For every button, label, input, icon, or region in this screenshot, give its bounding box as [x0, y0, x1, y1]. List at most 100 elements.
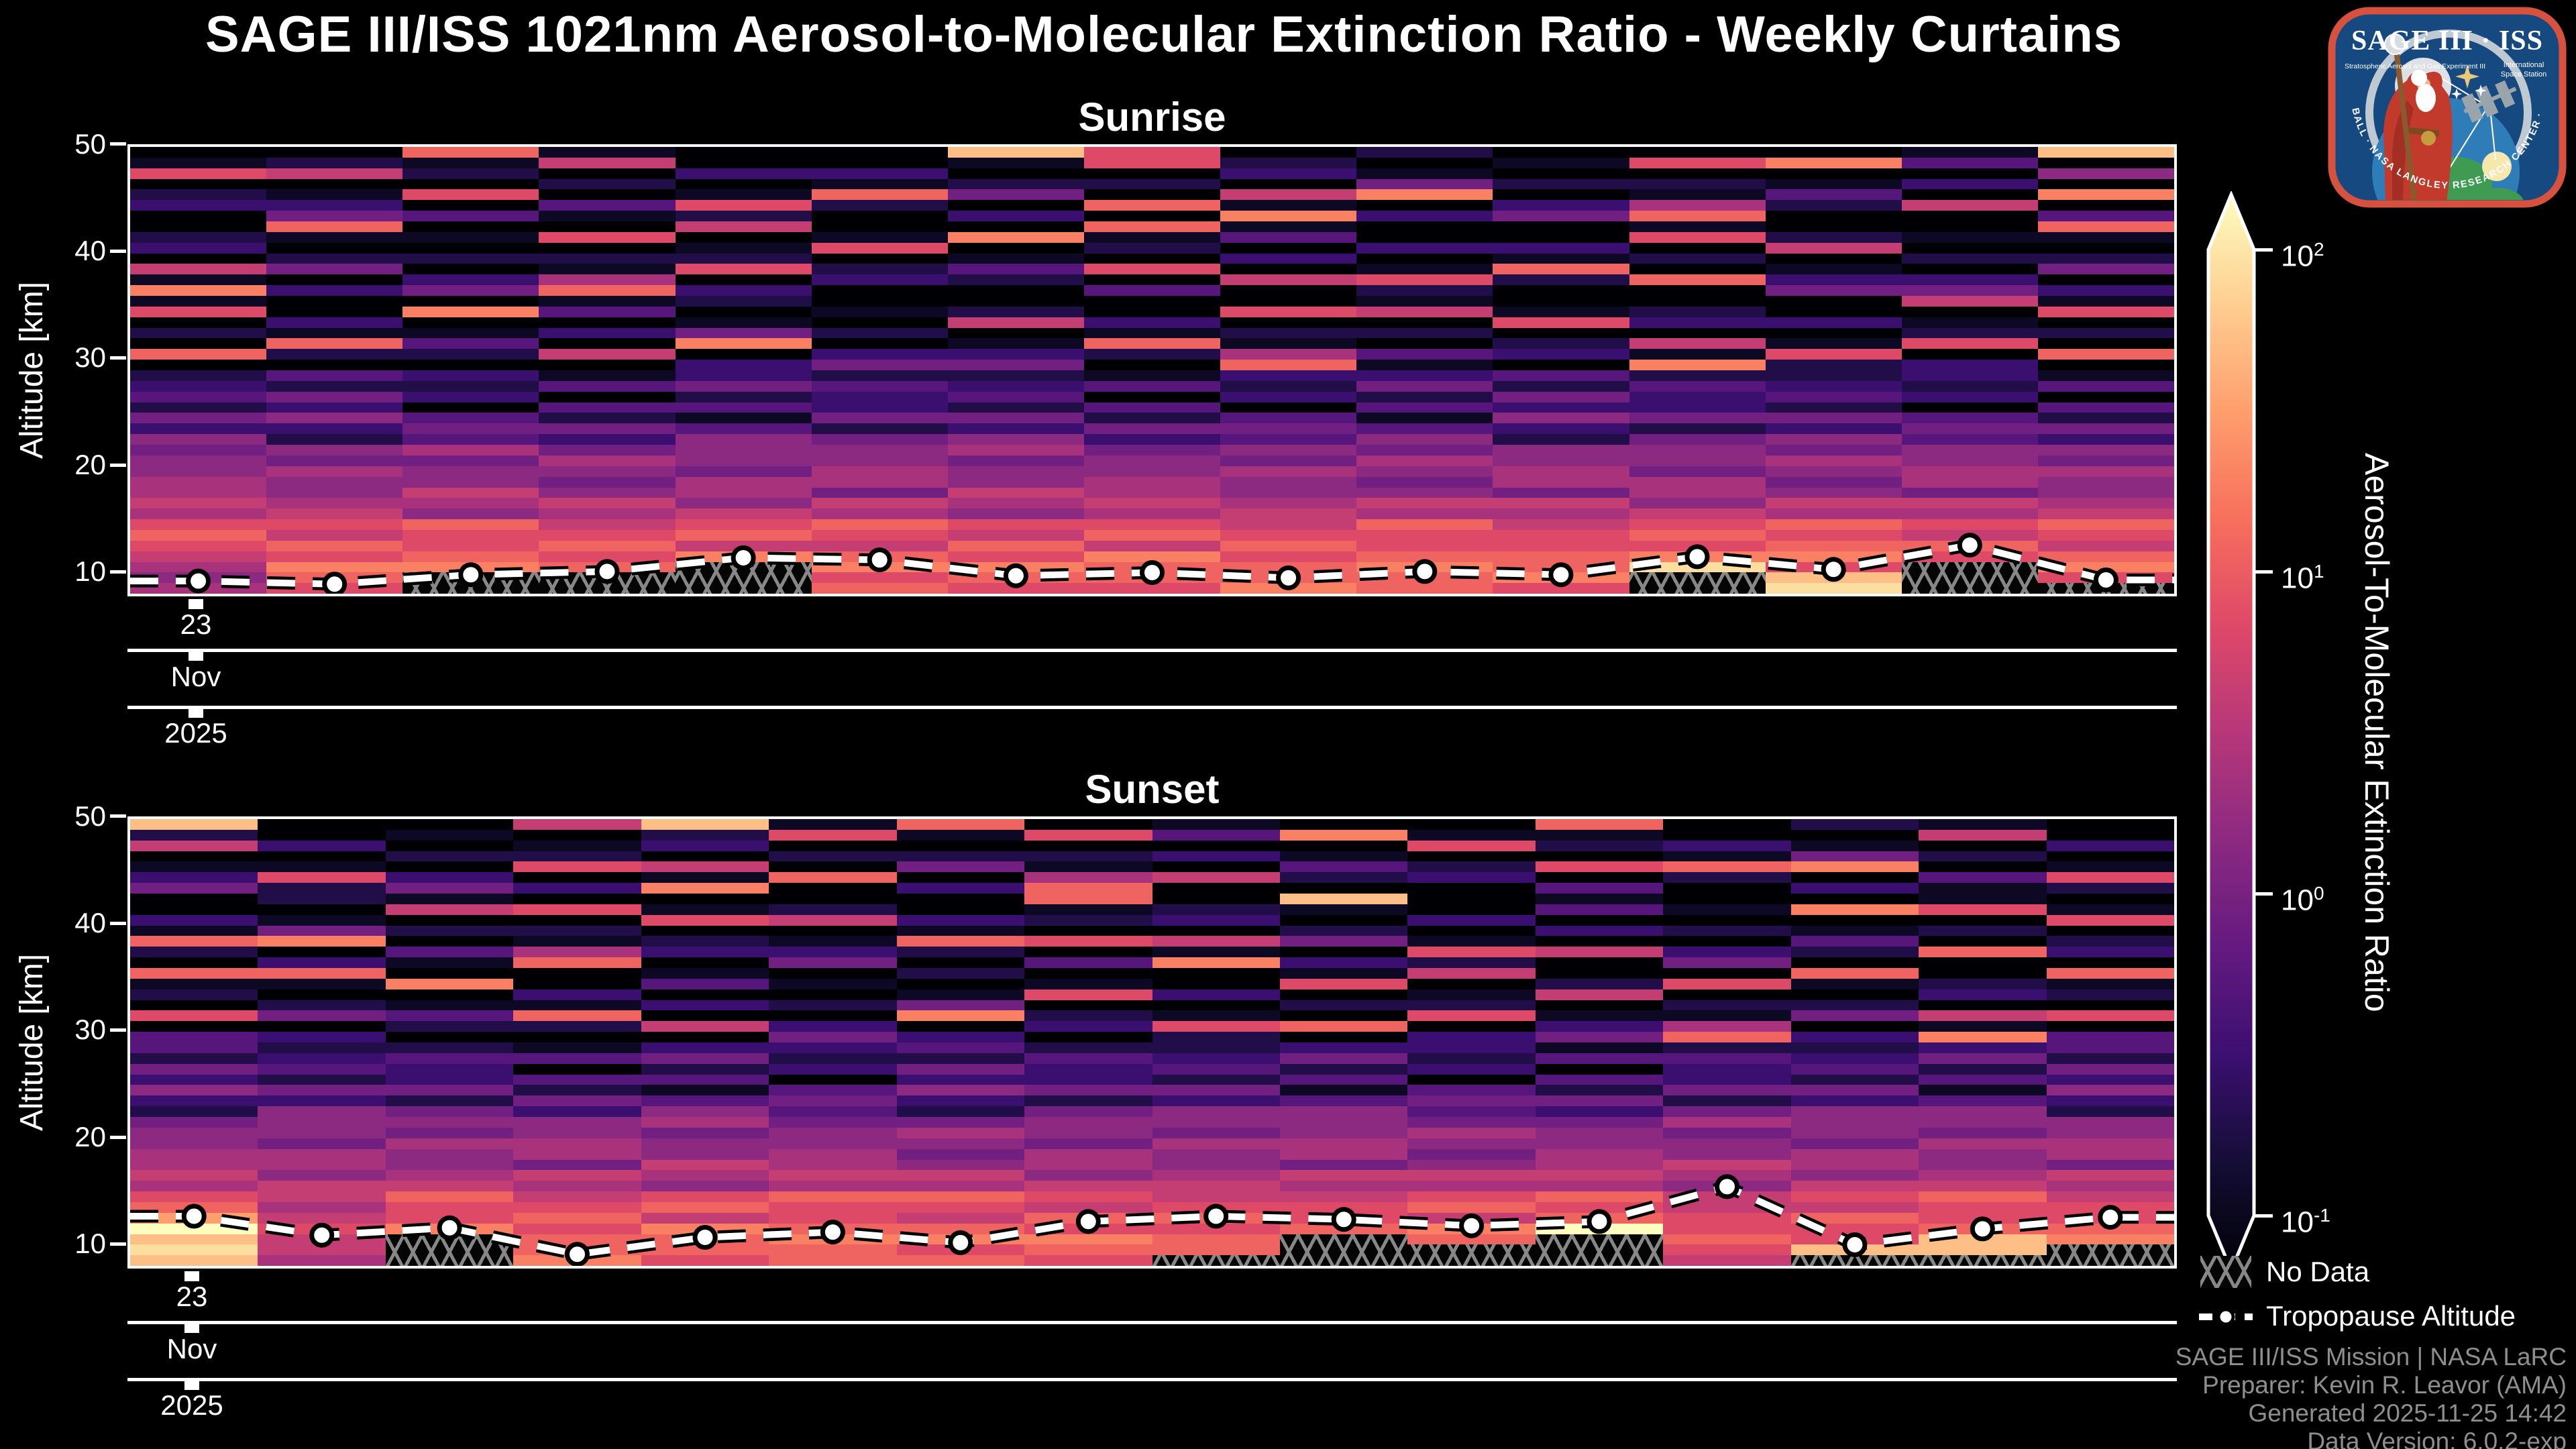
heatmap-cell: [258, 978, 386, 989]
heatmap-cell: [130, 1117, 258, 1128]
y-tickmark: [110, 250, 126, 253]
heatmap-cell: [130, 306, 267, 317]
heatmap-cell: [675, 423, 812, 435]
heatmap-cell: [896, 968, 1025, 979]
heatmap-cell: [1663, 840, 1791, 851]
heatmap-cell: [769, 1074, 897, 1085]
heatmap-cell: [811, 253, 948, 264]
heatmap-cell: [402, 285, 539, 297]
colorbar-tickmark: [2253, 1214, 2273, 1218]
heatmap-cell: [1279, 851, 1408, 862]
no-data-hatch: [1790, 1255, 1919, 1267]
tropopause-marker: [1715, 1174, 1739, 1199]
heatmap-cell: [385, 1170, 514, 1181]
heatmap-cell: [266, 147, 403, 158]
heatmap-cell: [1493, 583, 1629, 594]
heatmap-cell: [266, 551, 403, 562]
heatmap-cell: [1790, 1074, 1919, 1085]
heatmap-cell: [513, 957, 641, 969]
heatmap-cell: [2037, 370, 2175, 381]
heatmap-cell: [1356, 402, 1493, 413]
heatmap-cell: [1790, 1191, 1919, 1202]
heatmap-cell: [130, 231, 267, 243]
heatmap-cell: [258, 989, 386, 1000]
heatmap-cell: [1919, 1095, 2047, 1107]
tropopause-legend-swatch: [2198, 1307, 2254, 1326]
heatmap-cell: [641, 968, 769, 979]
heatmap-cell: [2037, 413, 2175, 424]
heatmap-cell: [947, 402, 1084, 413]
heatmap-cell: [947, 168, 1084, 179]
heatmap-cell: [130, 1053, 258, 1064]
heatmap-cell: [513, 904, 641, 915]
heatmap-cell: [266, 264, 403, 275]
tropopause-marker: [1140, 560, 1165, 585]
heatmap-cell: [1152, 1127, 1280, 1138]
heatmap-cell: [266, 391, 403, 402]
heatmap-cell: [1790, 904, 1919, 915]
heatmap-cell: [1279, 925, 1408, 936]
heatmap-cell: [513, 1170, 641, 1181]
heatmap-cell: [1629, 508, 1766, 520]
heatmap-cell: [1919, 978, 2047, 989]
heatmap-cell: [1083, 370, 1221, 381]
heatmap-cell: [258, 1053, 386, 1064]
heatmap-cell: [1220, 178, 1357, 190]
heatmap-cell: [1901, 498, 2038, 509]
heatmap-cell: [1083, 253, 1221, 264]
heatmap-cell: [1901, 487, 2038, 498]
heatmap-column: [1024, 819, 1152, 1267]
heatmap-cell: [258, 1032, 386, 1043]
heatmap-cell: [1083, 434, 1221, 445]
heatmap-cell: [1919, 819, 2047, 830]
heatmap-cell: [769, 1063, 897, 1075]
heatmap-cell: [1152, 1138, 1280, 1149]
heatmap-cell: [266, 168, 403, 179]
heatmap-cell: [1919, 989, 2047, 1000]
no-data-hatch: [1152, 1255, 1280, 1267]
heatmap-cell: [675, 349, 812, 360]
heatmap-cell: [811, 370, 948, 381]
heatmap-cell: [402, 413, 539, 424]
heatmap-cell: [1220, 540, 1357, 551]
heatmap-cell: [1356, 391, 1493, 402]
heatmap-cell: [1629, 529, 1766, 541]
heatmap-cell: [811, 231, 948, 243]
heatmap-cell: [947, 498, 1084, 509]
heatmap-cell: [1083, 231, 1221, 243]
heatmap-cell: [2037, 338, 2175, 350]
heatmap-cell: [769, 1042, 897, 1053]
heatmap-cell: [1765, 413, 1902, 424]
no-data-hatch: [1919, 1255, 2047, 1267]
heatmap-cell: [1493, 487, 1629, 498]
heatmap-cell: [1790, 957, 1919, 969]
heatmap-cell: [896, 1191, 1025, 1202]
heatmap-cell: [2037, 157, 2175, 168]
heatmap-cell: [130, 338, 267, 350]
month-axis-line: [127, 1321, 2177, 1324]
heatmap-cell: [258, 1095, 386, 1107]
heatmap-cell: [513, 894, 641, 904]
heatmap-column: [539, 147, 676, 594]
heatmap-cell: [1220, 423, 1357, 435]
heatmap-cell: [1919, 1106, 2047, 1128]
heatmap-cell: [811, 519, 948, 530]
heatmap-cell: [266, 200, 403, 211]
heatmap-cell: [641, 829, 769, 841]
heatmap-cell: [1083, 327, 1221, 339]
heatmap-cell: [675, 338, 812, 350]
heatmap-cell: [1493, 349, 1629, 360]
x-ticklabel-year: 2025: [160, 1389, 223, 1421]
heatmap-cell: [2046, 1063, 2174, 1075]
heatmap-cell: [1629, 519, 1766, 530]
heatmap-cell: [1629, 274, 1766, 286]
attribution-version: Data Version: 6.0.2-exp: [2307, 1428, 2567, 1449]
heatmap-cell: [539, 466, 676, 477]
heatmap-cell: [130, 1063, 258, 1075]
heatmap-cell: [258, 1201, 386, 1213]
heatmap-cell: [769, 872, 897, 883]
heatmap-cell: [130, 402, 267, 413]
heatmap-cell: [1663, 1117, 1791, 1128]
heatmap-cell: [1765, 360, 1902, 381]
x-tickmark: [189, 709, 203, 718]
